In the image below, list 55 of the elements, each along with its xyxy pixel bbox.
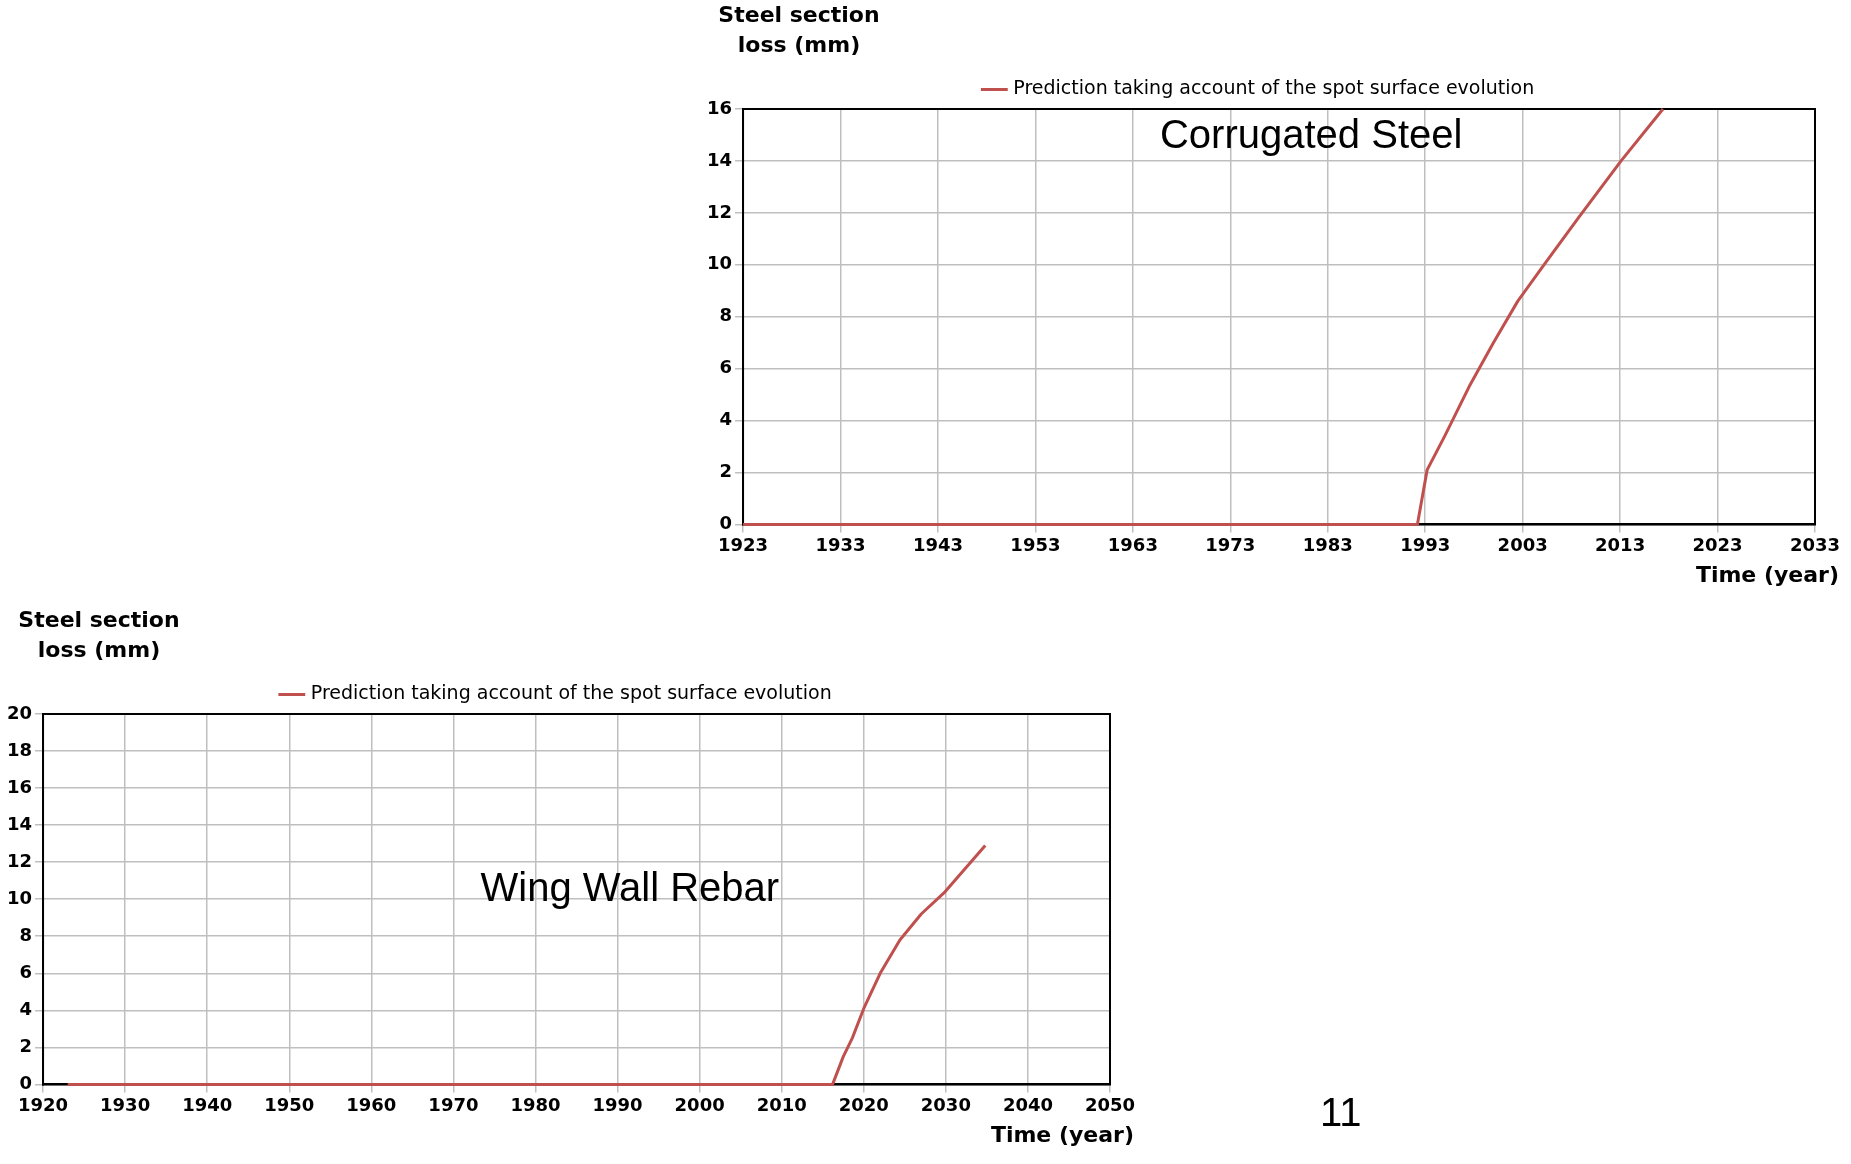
x-tick-label: 2010 <box>756 1093 807 1115</box>
y-tick-label: 4 <box>719 408 733 430</box>
y-tick-label: 6 <box>19 960 33 982</box>
y-tick-label: 12 <box>6 849 33 871</box>
legend-label: Prediction taking account of the spot surface evolution <box>310 681 832 704</box>
x-tick-label: 2050 <box>1084 1093 1136 1115</box>
x-tick-label: 1950 <box>264 1093 315 1115</box>
x-tick-label: 1983 <box>1302 533 1353 555</box>
y-tick-label: 20 <box>6 701 33 723</box>
x-tick-label: 1923 <box>717 533 769 555</box>
y-tick-label: 14 <box>6 812 33 834</box>
y-tick-label: 6 <box>719 356 733 378</box>
y-tick-label: 2 <box>19 1035 33 1057</box>
x-tick-label: 1940 <box>182 1093 233 1115</box>
y-tick-label: 16 <box>6 775 33 797</box>
y-tick-label: 16 <box>706 96 733 118</box>
x-tick-label: 2040 <box>1002 1093 1053 1115</box>
x-tick-label: 1953 <box>1010 533 1061 555</box>
y-tick-label: 10 <box>6 886 33 908</box>
x-tick-label: 1943 <box>912 533 963 555</box>
chart-title: Corrugated Steel <box>1159 112 1463 157</box>
y-tick-label: 8 <box>719 304 733 326</box>
x-tick-label: 2000 <box>674 1093 725 1115</box>
y-axis-title: Steel section loss (mm) <box>17 606 181 664</box>
x-tick-label: 1980 <box>510 1093 561 1115</box>
y-tick-label: 8 <box>19 923 33 945</box>
x-tick-label: 2033 <box>1789 533 1841 555</box>
y-tick-label: 18 <box>6 738 33 760</box>
x-tick-label: 1920 <box>17 1093 69 1115</box>
y-tick-label: 0 <box>719 512 733 534</box>
x-tick-label: 2013 <box>1595 533 1646 555</box>
y-tick-label: 14 <box>706 148 733 170</box>
x-tick-label: 2020 <box>838 1093 889 1115</box>
text: Wing Wall Rebar <box>480 864 780 909</box>
x-tick-label: 1963 <box>1107 533 1158 555</box>
x-tick-label: 1933 <box>815 533 866 555</box>
x-tick-label: 2030 <box>920 1093 971 1115</box>
x-axis-title: Time (year) <box>990 1122 1134 1147</box>
x-tick-label: 2023 <box>1692 533 1743 555</box>
x-tick-label: 2003 <box>1497 533 1548 555</box>
x-tick-label: 1973 <box>1205 533 1256 555</box>
y-axis-title: Steel section loss (mm) <box>717 1 881 59</box>
y-tick-label: 4 <box>19 997 33 1019</box>
y-tick-label: 2 <box>719 460 733 482</box>
x-tick-label: 1930 <box>100 1093 151 1115</box>
text: 11 <box>1320 1090 1362 1135</box>
x-axis-title: Time (year) <box>1695 562 1839 587</box>
x-tick-label: 1970 <box>428 1093 479 1115</box>
y-tick-label: 12 <box>706 200 733 222</box>
legend-label: Prediction taking account of the spot surface evolution <box>1013 76 1535 99</box>
x-tick-label: 1993 <box>1400 533 1451 555</box>
y-tick-label: 0 <box>19 1072 33 1094</box>
y-tick-label: 10 <box>706 252 733 274</box>
x-tick-label: 1960 <box>346 1093 397 1115</box>
x-tick-label: 1990 <box>592 1093 643 1115</box>
